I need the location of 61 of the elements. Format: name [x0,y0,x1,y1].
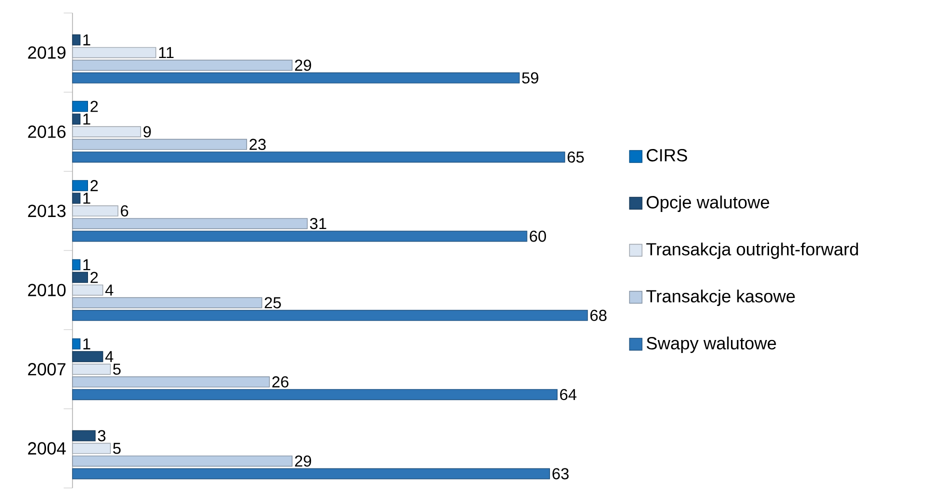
data-label: 29 [295,60,312,71]
legend-label: Opcje walutowe [646,196,770,212]
data-label: 3 [98,430,106,442]
data-label: 68 [590,310,606,322]
data-label: 26 [272,376,288,388]
bar [72,192,80,204]
data-label: 64 [560,388,576,400]
bar [72,72,520,84]
bar [72,338,80,350]
bar [72,230,528,242]
data-label: 2 [90,180,98,192]
bar [72,60,292,71]
data-label: 9 [144,126,151,138]
y-tick-label: 2016 [28,126,66,138]
y-tick-label: 2004 [28,442,66,455]
data-label: 4 [105,284,114,296]
bar [72,34,80,46]
data-label: 2 [90,272,98,283]
bar [72,138,248,150]
bar [72,297,262,308]
y-tick-label: 2019 [28,46,66,59]
y-tick-label: 2007 [28,363,66,376]
data-label: 1 [83,338,90,350]
bar [72,376,270,388]
data-label: 1 [83,192,90,204]
data-label: 25 [264,297,281,308]
data-label: 2 [90,100,98,112]
data-label: 4 [105,351,114,362]
bar [72,218,308,230]
bar [72,114,80,125]
legend-label: CIRS [646,149,688,162]
data-label: 1 [83,259,90,270]
data-label: 1 [83,114,90,125]
y-tick-label: 2013 [28,204,66,218]
data-label: 29 [295,455,312,467]
bar [72,180,88,192]
bar [72,310,588,321]
bar [72,456,292,467]
data-label: 59 [522,72,538,84]
bar [72,351,104,362]
bar [72,259,80,270]
data-label: 60 [530,230,546,242]
bar [72,152,566,163]
data-label: 63 [552,468,569,480]
bar [72,389,558,400]
data-label: 65 [568,151,584,163]
data-label: 11 [159,47,174,58]
data-label: 5 [113,364,121,375]
data-label: 31 [310,218,326,230]
legend-label: Transakcja outright-forward [646,242,858,259]
legend-label: Swapy walutowe [646,336,776,353]
bar [72,272,88,283]
data-label: 23 [250,138,266,150]
bar [72,100,88,112]
data-label: 6 [120,205,128,217]
bar [72,468,550,480]
legend-label: Transakcje kasowe [646,290,795,306]
data-label: 5 [113,442,121,454]
bar [72,430,96,442]
y-tick-label: 2010 [28,284,66,296]
data-label: 1 [83,34,90,46]
